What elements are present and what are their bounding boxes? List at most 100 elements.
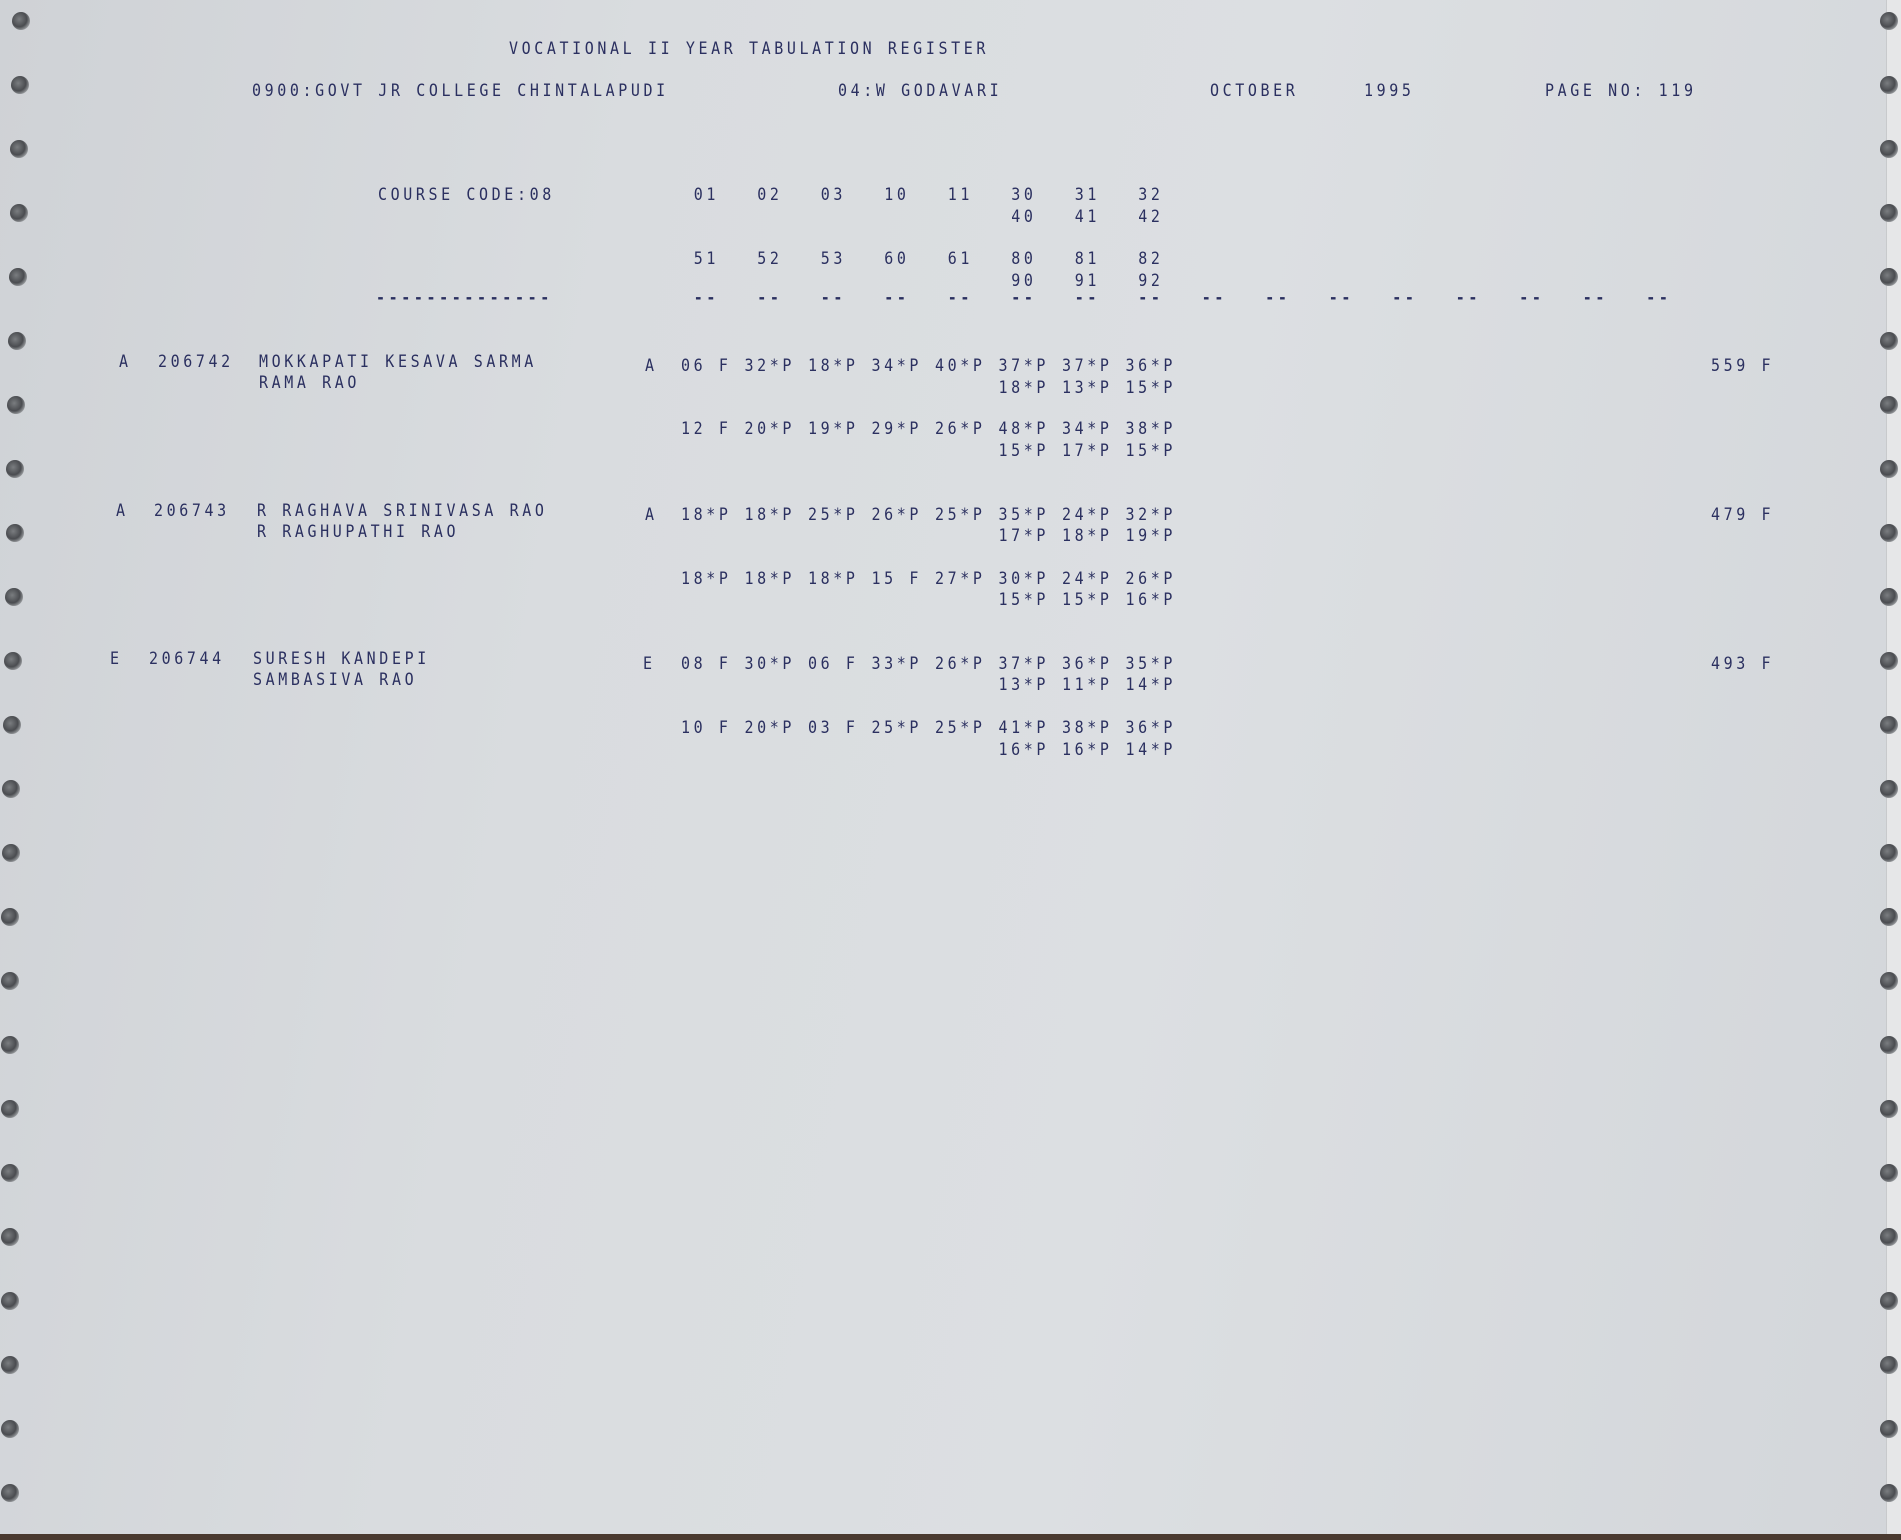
student-name: MOKKAPATI KESAVA SARMA (259, 351, 537, 372)
feed-hole-icon (0, 1356, 19, 1374)
feed-hole-icon (1880, 1420, 1898, 1438)
subject-mark: 26*P (935, 653, 986, 674)
subject-mark: 36*P (1125, 355, 1177, 376)
feed-hole-icon (12, 12, 30, 30)
course-code: COURSE CODE:08 (378, 184, 555, 205)
medium-code: A (645, 355, 658, 376)
subject-mark: 14*P (1125, 739, 1177, 760)
subject-code: 42 (1138, 206, 1164, 227)
paper-bottom-edge (0, 1534, 1901, 1540)
subject-mark: 15*P (1062, 589, 1113, 610)
column-separator: -- (1138, 287, 1164, 308)
feed-hole-icon (1880, 332, 1898, 350)
feed-hole-icon (4, 588, 23, 606)
subject-mark: 35*P (1125, 653, 1177, 674)
subject-mark: 34*P (1062, 418, 1113, 439)
subject-code: 81 (1074, 248, 1100, 269)
subject-mark: 24*P (1062, 568, 1113, 589)
student-name: R RAGHAVA SRINIVASA RAO (257, 500, 548, 521)
subject-mark: 15 F (871, 568, 923, 589)
subject-mark: 06 F (808, 653, 859, 674)
feed-hole-icon (1880, 268, 1898, 286)
subject-code: 11 (947, 184, 973, 205)
column-separator: -- (1519, 287, 1545, 308)
subject-mark: 32*P (1125, 504, 1177, 525)
subject-mark: 17*P (1062, 440, 1113, 461)
subject-mark: 27*P (935, 568, 986, 589)
column-separator: -- (1011, 287, 1037, 308)
student-category: E (110, 648, 123, 669)
subject-mark: 12 F (681, 418, 732, 439)
feed-hole-icon (0, 1292, 19, 1310)
feed-hole-icon (8, 268, 27, 286)
subject-mark: 15*P (998, 589, 1050, 610)
feed-hole-icon (8, 332, 26, 350)
subject-mark: 25*P (935, 504, 986, 525)
subject-mark: 34*P (871, 355, 923, 376)
subject-code: 80 (1011, 248, 1037, 269)
total-marks-result: 559 F (1711, 355, 1775, 376)
feed-hole-icon (1880, 396, 1898, 414)
feed-hole-icon (1880, 1036, 1898, 1054)
feed-hole-icon (1, 844, 20, 862)
subject-mark: 18*P (808, 355, 859, 376)
subject-mark: 26*P (935, 418, 986, 439)
feed-hole-icon (0, 972, 19, 990)
subject-mark: 10 F (681, 717, 732, 738)
subject-mark: 20*P (744, 717, 796, 738)
subject-code: 32 (1138, 184, 1164, 205)
father-name: R RAGHUPATHI RAO (257, 521, 460, 542)
subject-code: 82 (1138, 248, 1164, 269)
feed-hole-icon (6, 460, 25, 478)
feed-hole-icon (3, 716, 22, 734)
total-marks-result: 493 F (1711, 653, 1775, 674)
column-separator: -- (947, 287, 973, 308)
subject-code: 52 (757, 248, 783, 269)
column-separator: -- (884, 287, 910, 308)
student-roll-number: 206744 (149, 648, 225, 669)
feed-hole-icon (0, 1420, 19, 1438)
feed-hole-icon (9, 204, 28, 222)
column-separator: -- (1582, 287, 1608, 308)
column-separator: -- (1392, 287, 1418, 308)
column-separator: -- (1074, 287, 1100, 308)
student-category: A (116, 500, 129, 521)
subject-mark: 15*P (1125, 377, 1177, 398)
subject-mark: 19*P (808, 418, 859, 439)
student-category: A (119, 351, 132, 372)
subject-code: 02 (757, 184, 783, 205)
subject-mark: 26*P (1125, 568, 1177, 589)
subject-mark: 36*P (1125, 717, 1177, 738)
subject-mark: 17*P (998, 525, 1050, 546)
course-underline: -------------- (376, 287, 553, 308)
subject-mark: 18*P (998, 377, 1050, 398)
feed-hole-icon (1880, 1164, 1898, 1182)
feed-hole-icon (1880, 716, 1898, 734)
feed-hole-icon (0, 908, 19, 926)
feed-hole-icon (1880, 524, 1898, 542)
feed-hole-icon (1880, 588, 1898, 606)
subject-mark: 37*P (998, 653, 1050, 674)
subject-mark: 18*P (1062, 525, 1113, 546)
subject-mark: 30*P (998, 568, 1050, 589)
page-number: PAGE NO: 119 (1545, 80, 1697, 101)
feed-hole-icon (1880, 908, 1898, 926)
subject-mark: 33*P (871, 653, 923, 674)
feed-hole-icon (1880, 12, 1898, 30)
column-separator: -- (1328, 287, 1354, 308)
column-separator: -- (1455, 287, 1481, 308)
feed-hole-icon (1880, 972, 1898, 990)
column-separator: -- (1646, 287, 1672, 308)
subject-mark: 16*P (1062, 739, 1113, 760)
medium-code: E (643, 653, 656, 674)
medium-code: A (645, 504, 658, 525)
column-separator: -- (757, 287, 783, 308)
exam-year: 1995 (1364, 80, 1415, 101)
feed-hole-icon (11, 76, 30, 94)
subject-mark: 13*P (998, 674, 1050, 695)
column-separator: -- (820, 287, 846, 308)
father-name: SAMBASIVA RAO (253, 669, 418, 690)
subject-code: 41 (1074, 206, 1100, 227)
feed-hole-icon (1880, 1292, 1898, 1310)
feed-hole-icon (7, 396, 26, 414)
